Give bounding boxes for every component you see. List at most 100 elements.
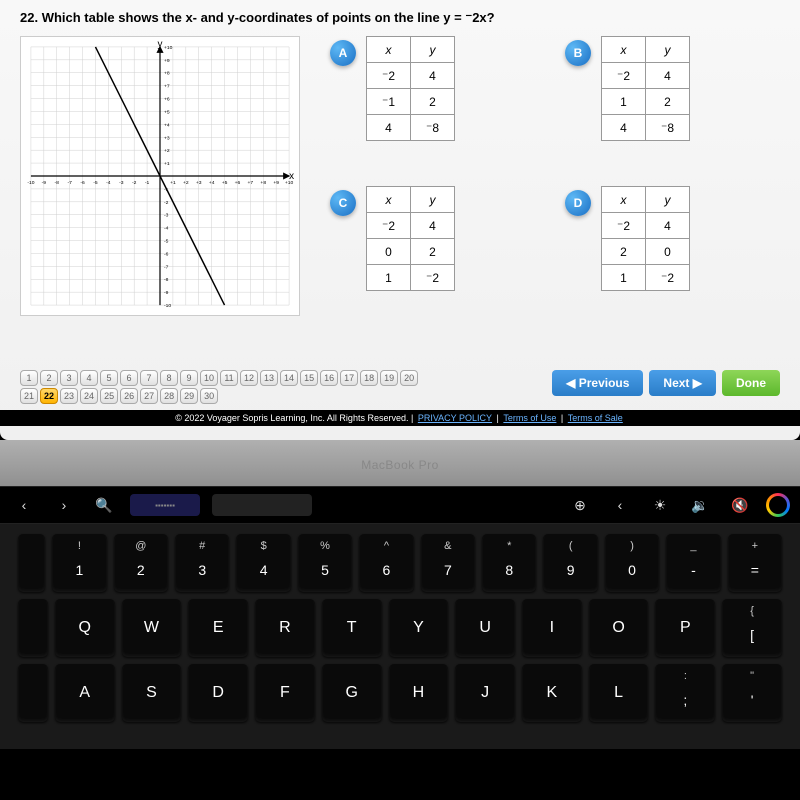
key[interactable]: Q bbox=[55, 599, 115, 657]
col-header: x bbox=[367, 187, 411, 213]
qnav-item[interactable]: 14 bbox=[280, 370, 298, 386]
svg-text:+3: +3 bbox=[164, 135, 170, 141]
tb-app-strip[interactable]: ▪▪▪▪▪▪▪ bbox=[130, 494, 200, 516]
key[interactable]: H bbox=[389, 664, 449, 722]
qnav-item[interactable]: 25 bbox=[100, 388, 118, 404]
qnav-item[interactable]: 9 bbox=[180, 370, 198, 386]
footer-link[interactable]: Terms of Sale bbox=[568, 413, 623, 423]
qnav-item[interactable]: 7 bbox=[140, 370, 158, 386]
choice-badge[interactable]: A bbox=[330, 40, 356, 66]
coordinate-graph: -10-10-9-9-8-8-7-7-6-6-5-5-4-4-3-3-2-2-1… bbox=[20, 36, 300, 316]
tb-collapse-icon[interactable]: ‹ bbox=[606, 497, 634, 513]
tb-volume-icon[interactable]: 🔉 bbox=[686, 497, 714, 514]
key[interactable]: W bbox=[122, 599, 182, 657]
qnav-item[interactable]: 30 bbox=[200, 388, 218, 404]
key[interactable]: %5 bbox=[298, 534, 352, 592]
qnav-item[interactable]: 6 bbox=[120, 370, 138, 386]
qnav-item[interactable]: 2 bbox=[40, 370, 58, 386]
key[interactable]: A bbox=[55, 664, 115, 722]
choice-badge[interactable]: D bbox=[565, 190, 591, 216]
svg-text:-2: -2 bbox=[164, 200, 169, 206]
qnav-item[interactable]: 17 bbox=[340, 370, 358, 386]
choice-a[interactable]: A xy ⁻24⁻124⁻8 bbox=[330, 36, 545, 166]
key[interactable]: L bbox=[589, 664, 649, 722]
key-tab[interactable] bbox=[18, 599, 48, 657]
previous-button[interactable]: ◀ Previous bbox=[552, 370, 643, 396]
key[interactable]: {[ bbox=[722, 599, 782, 657]
key[interactable]: P bbox=[655, 599, 715, 657]
key[interactable]: !1 bbox=[52, 534, 106, 592]
key[interactable]: += bbox=[728, 534, 782, 592]
choice-badge[interactable]: C bbox=[330, 190, 356, 216]
qnav-item[interactable]: 4 bbox=[80, 370, 98, 386]
qnav-item[interactable]: 21 bbox=[20, 388, 38, 404]
key[interactable]: R bbox=[255, 599, 315, 657]
key[interactable]: O bbox=[589, 599, 649, 657]
svg-text:-10: -10 bbox=[164, 303, 171, 309]
key[interactable]: G bbox=[322, 664, 382, 722]
tb-search-icon[interactable]: 🔍 bbox=[90, 497, 118, 514]
footer-link[interactable]: Terms of Use bbox=[503, 413, 556, 423]
qnav-item[interactable]: 20 bbox=[400, 370, 418, 386]
key[interactable]: S bbox=[122, 664, 182, 722]
key[interactable]: F bbox=[255, 664, 315, 722]
key[interactable]: D bbox=[188, 664, 248, 722]
key[interactable]: I bbox=[522, 599, 582, 657]
next-button[interactable]: Next ▶ bbox=[649, 370, 716, 396]
done-button[interactable]: Done bbox=[722, 370, 780, 396]
content-area: -10-10-9-9-8-8-7-7-6-6-5-5-4-4-3-3-2-2-1… bbox=[20, 36, 780, 316]
choice-c[interactable]: C xy ⁻24021⁻2 bbox=[330, 186, 545, 316]
key-caps[interactable] bbox=[18, 664, 48, 722]
qnav-item[interactable]: 10 bbox=[200, 370, 218, 386]
qnav-item[interactable]: 8 bbox=[160, 370, 178, 386]
key[interactable]: "' bbox=[722, 664, 782, 722]
choice-b[interactable]: B xy ⁻24124⁻8 bbox=[565, 36, 780, 166]
tb-app-strip-2[interactable] bbox=[212, 494, 312, 516]
qnav-item[interactable]: 22 bbox=[40, 388, 58, 404]
key[interactable]: T bbox=[322, 599, 382, 657]
tb-forward-icon[interactable]: › bbox=[50, 497, 78, 513]
tb-siri-icon[interactable] bbox=[766, 493, 790, 517]
qnav-item[interactable]: 29 bbox=[180, 388, 198, 404]
key[interactable]: #3 bbox=[175, 534, 229, 592]
qnav-item[interactable]: 26 bbox=[120, 388, 138, 404]
qnav-item[interactable]: 15 bbox=[300, 370, 318, 386]
key[interactable]: @2 bbox=[114, 534, 168, 592]
qnav-item[interactable]: 23 bbox=[60, 388, 78, 404]
qnav-item[interactable]: 16 bbox=[320, 370, 338, 386]
choice-d[interactable]: D xy ⁻24201⁻2 bbox=[565, 186, 780, 316]
table-cell: 4 bbox=[411, 213, 455, 239]
tb-back-icon[interactable]: ‹ bbox=[10, 497, 38, 513]
qnav-item[interactable]: 12 bbox=[240, 370, 258, 386]
qnav-item[interactable]: 28 bbox=[160, 388, 178, 404]
qnav-item[interactable]: 1 bbox=[20, 370, 38, 386]
key[interactable]: *8 bbox=[482, 534, 536, 592]
tb-screenshot-icon[interactable]: ⊕ bbox=[566, 497, 594, 514]
key[interactable]: :; bbox=[655, 664, 715, 722]
key[interactable]: (9 bbox=[543, 534, 597, 592]
key[interactable]: E bbox=[188, 599, 248, 657]
key[interactable]: Y bbox=[389, 599, 449, 657]
key[interactable]: ^6 bbox=[359, 534, 413, 592]
qnav-item[interactable]: 19 bbox=[380, 370, 398, 386]
key[interactable]: $4 bbox=[236, 534, 290, 592]
qnav-item[interactable]: 24 bbox=[80, 388, 98, 404]
qnav-item[interactable]: 18 bbox=[360, 370, 378, 386]
key[interactable]: J bbox=[455, 664, 515, 722]
footer-link[interactable]: PRIVACY POLICY bbox=[418, 413, 492, 423]
qnav-item[interactable]: 5 bbox=[100, 370, 118, 386]
key[interactable]: &7 bbox=[421, 534, 475, 592]
key[interactable]: U bbox=[455, 599, 515, 657]
key[interactable] bbox=[18, 534, 45, 592]
key[interactable]: )0 bbox=[605, 534, 659, 592]
qnav-item[interactable]: 3 bbox=[60, 370, 78, 386]
key[interactable]: K bbox=[522, 664, 582, 722]
key[interactable]: _- bbox=[666, 534, 720, 592]
qnav-item[interactable]: 27 bbox=[140, 388, 158, 404]
qnav-item[interactable]: 11 bbox=[220, 370, 238, 386]
tb-brightness-icon[interactable]: ☀ bbox=[646, 497, 674, 514]
choice-badge[interactable]: B bbox=[565, 40, 591, 66]
svg-text:+2: +2 bbox=[164, 148, 170, 154]
qnav-item[interactable]: 13 bbox=[260, 370, 278, 386]
tb-mute-icon[interactable]: 🔇 bbox=[726, 497, 754, 514]
